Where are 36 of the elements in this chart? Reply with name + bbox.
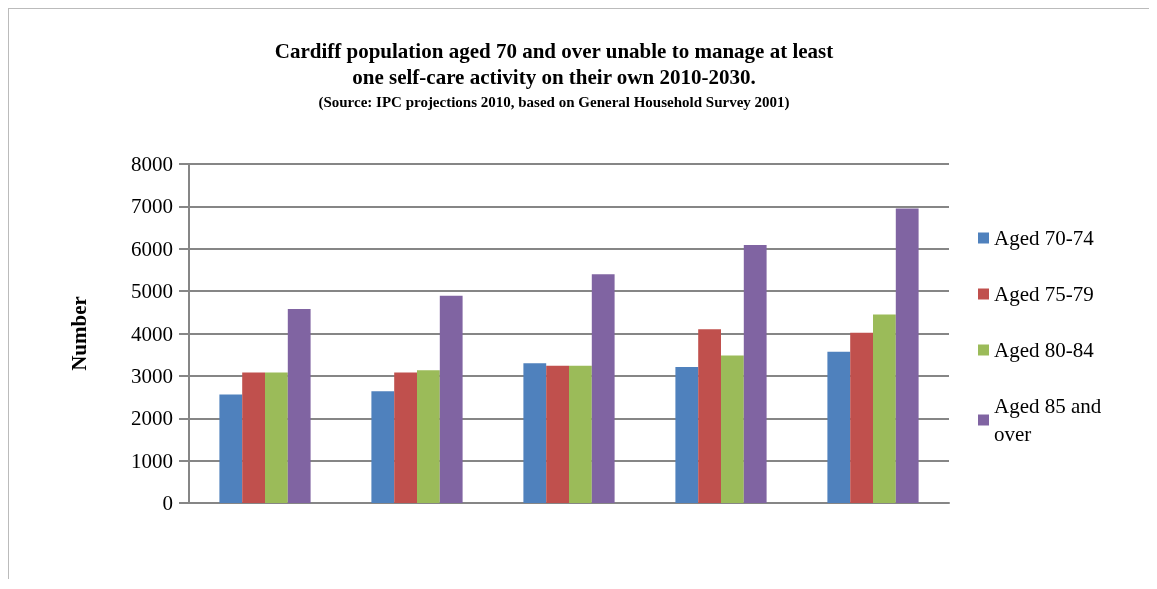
y-tick-label: 6000 — [131, 236, 173, 261]
bar — [850, 332, 873, 503]
bar — [287, 308, 311, 503]
y-tick-label: 4000 — [131, 321, 173, 346]
bar — [265, 372, 288, 503]
bar — [523, 363, 547, 503]
y-tick-label: 3000 — [131, 363, 173, 388]
y-tick-label: 2000 — [131, 406, 173, 431]
bar — [743, 244, 767, 503]
bar — [873, 314, 896, 503]
legend-label: Aged 70-74 — [994, 226, 1095, 250]
y-tick-label: 1000 — [131, 448, 173, 473]
bar — [591, 274, 615, 503]
y-tick-label: 7000 — [131, 194, 173, 219]
bar — [827, 351, 851, 503]
bar — [371, 391, 395, 503]
bar — [394, 372, 417, 503]
y-tick-label: 5000 — [131, 279, 173, 304]
chart-title: Cardiff population aged 70 and over unable to manage at least one self-care activity on their own 2010-2030. — [274, 39, 834, 89]
legend-label: Aged 80-84 — [994, 338, 1095, 362]
bar — [439, 295, 463, 503]
bar — [219, 394, 243, 503]
chart-subtitle: (Source: IPC projections 2010, based on General Household Survey 2001) — [318, 93, 790, 111]
legend-label: Aged 85 and over — [994, 394, 1107, 446]
bar — [546, 365, 569, 503]
bar — [417, 370, 440, 503]
y-axis-title: Number — [66, 296, 91, 371]
bar — [569, 365, 592, 503]
bar — [242, 372, 265, 503]
bar — [698, 329, 721, 503]
bar — [721, 355, 744, 503]
y-tick-label: 0 — [162, 491, 173, 515]
legend-label: Aged 75-79 — [994, 282, 1094, 306]
bar — [675, 366, 699, 503]
bar — [895, 208, 919, 503]
y-tick-label: 8000 — [131, 152, 173, 176]
